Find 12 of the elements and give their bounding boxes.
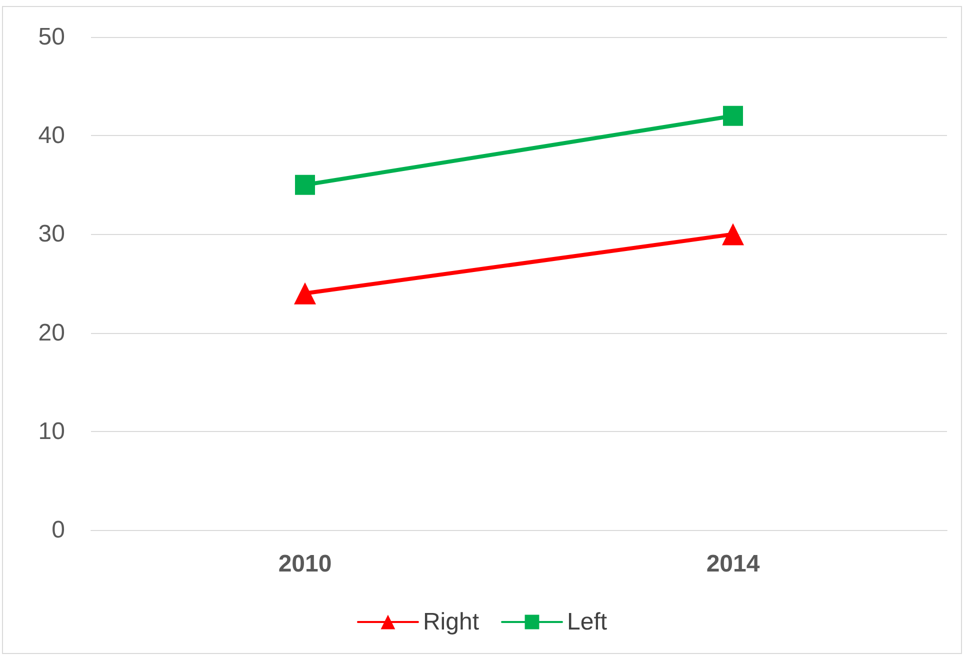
y-tick-label: 50: [38, 24, 65, 50]
y-tick-label: 20: [38, 319, 65, 346]
x-tick-label: 2010: [278, 550, 332, 578]
y-tick-label: 40: [38, 122, 65, 150]
point: [723, 106, 743, 126]
y-tick-label: 10: [38, 418, 65, 445]
y-tick-label: 30: [38, 220, 65, 248]
y-tick-label: 0: [52, 516, 65, 544]
x-tick-label: 2014: [706, 550, 760, 578]
point: [295, 174, 315, 195]
legend-label: Right: [422, 608, 480, 636]
legend-label: Left: [567, 608, 608, 636]
